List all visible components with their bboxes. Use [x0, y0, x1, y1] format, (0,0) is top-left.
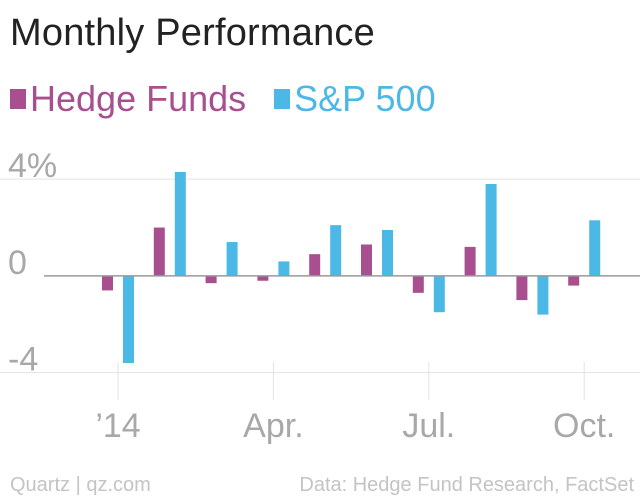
- bar-sp500: [278, 261, 290, 276]
- x-tick-label: Jul.: [402, 407, 455, 445]
- legend-label-hedge-funds: Hedge Funds: [30, 78, 247, 119]
- legend-swatch-sp500: [274, 89, 291, 109]
- bar-hedge-funds: [309, 254, 321, 276]
- x-tick-label: Oct.: [553, 407, 615, 445]
- bar-hedge-funds: [361, 244, 372, 276]
- x-tick-label: ’14: [95, 407, 140, 445]
- x-tick-label: Apr.: [243, 407, 303, 445]
- bar-sp500: [537, 275, 549, 315]
- legend-item-hedge-funds: Hedge Funds: [10, 78, 246, 120]
- bar-hedge-funds: [205, 275, 217, 284]
- bar-sp500: [382, 229, 393, 276]
- bar-sp500: [174, 171, 186, 276]
- bar-sp500: [485, 184, 497, 276]
- bar-hedge-funds: [568, 275, 580, 286]
- bar-sp500: [433, 275, 445, 313]
- footer-source: Data: Hedge Fund Research, FactSet: [299, 474, 634, 496]
- legend-item-sp500: S&P 500: [274, 78, 436, 120]
- bar-hedge-funds: [464, 246, 476, 276]
- bar-sp500: [226, 242, 238, 276]
- y-tick-label: -4: [8, 341, 38, 379]
- bar-sp500: [330, 225, 342, 276]
- bar-hedge-funds: [412, 275, 424, 293]
- bar-hedge-funds: [257, 275, 269, 281]
- y-tick-label: 0: [8, 244, 27, 282]
- y-tick-label: 4%: [8, 147, 57, 185]
- bar-hedge-funds: [153, 227, 165, 276]
- footer-publisher: Quartz | qz.com: [10, 474, 151, 496]
- chart-legend: Hedge Funds S&P 500: [10, 78, 464, 120]
- legend-label-sp500: S&P 500: [294, 78, 436, 119]
- bar-hedge-funds: [516, 275, 528, 301]
- bar-hedge-funds: [102, 275, 113, 291]
- bar-sp500: [589, 220, 601, 276]
- chart-title: Monthly Performance: [10, 12, 375, 54]
- legend-swatch-hedge-funds: [10, 89, 26, 109]
- bar-sp500: [123, 275, 134, 363]
